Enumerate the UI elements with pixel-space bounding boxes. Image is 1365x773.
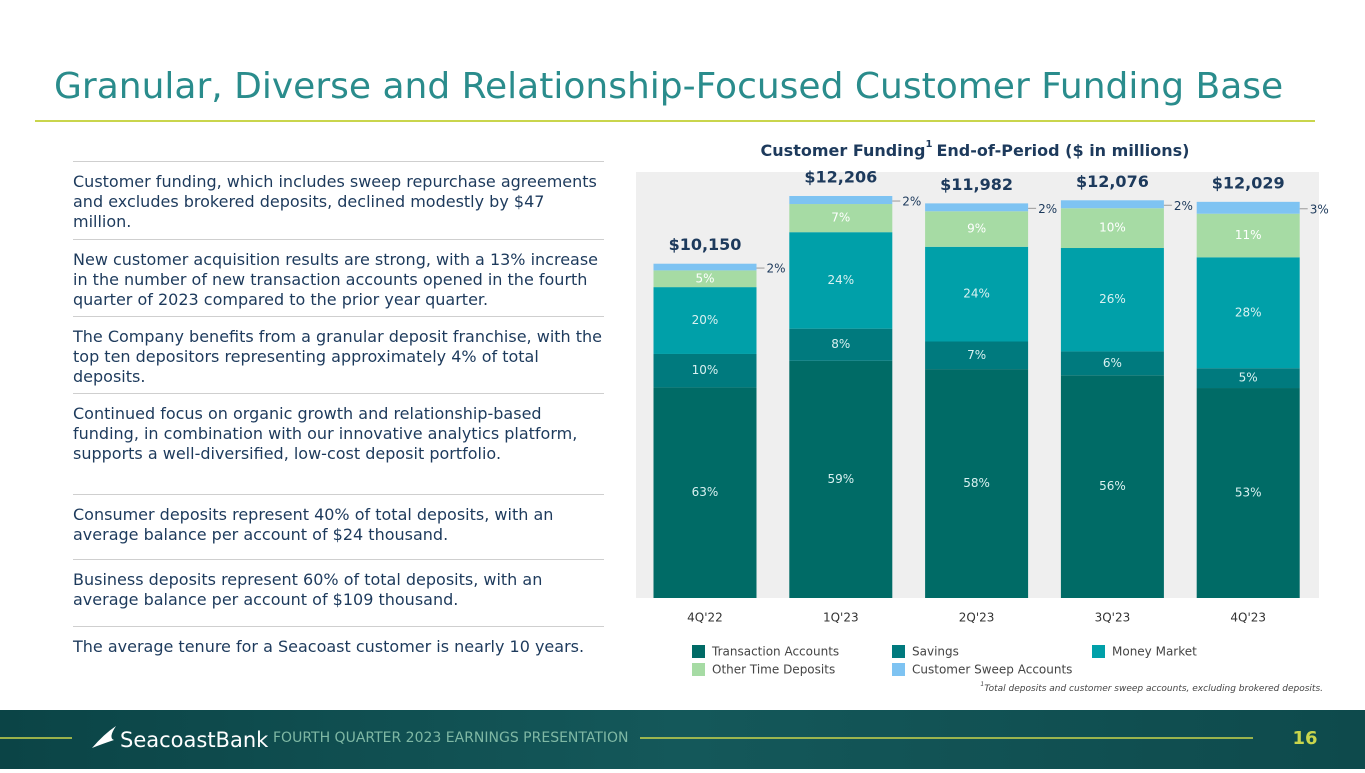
chart-title-text: Customer Funding <box>761 141 926 160</box>
bar-segment <box>789 204 893 233</box>
slide-title: Granular, Diverse and Relationship-Focus… <box>54 66 1284 107</box>
data-label: 11% <box>1235 228 1262 242</box>
x-tick-label: 1Q'23 <box>823 611 859 625</box>
bar-segment <box>653 263 757 271</box>
data-label: 2% <box>1038 202 1057 216</box>
bar-segment <box>1196 257 1300 369</box>
data-label: 10% <box>692 363 719 377</box>
legend-label: Savings <box>912 645 959 659</box>
legend-swatch <box>892 645 905 658</box>
legend-label: Money Market <box>1112 645 1197 659</box>
data-label: 7% <box>831 211 850 225</box>
bullet: The Company benefits from a granular dep… <box>73 316 604 393</box>
bar-segment <box>1196 368 1300 389</box>
data-label: 2% <box>1174 199 1193 213</box>
bar-segment <box>789 196 893 205</box>
bar-segment <box>789 232 893 329</box>
logo: SeacoastBank <box>120 728 269 752</box>
x-tick-label: 4Q'22 <box>687 611 723 625</box>
footer: SeacoastBank FOURTH QUARTER 2023 EARNING… <box>0 710 1365 769</box>
bullet-list: Customer funding, which includes sweep r… <box>73 161 604 686</box>
logo-icon <box>92 726 116 748</box>
bar-segment <box>925 246 1029 342</box>
x-tick-label: 2Q'23 <box>959 611 995 625</box>
bar-segment <box>925 203 1029 212</box>
legend-label: Customer Sweep Accounts <box>912 663 1072 677</box>
bar-segment <box>789 360 893 598</box>
legend-label: Transaction Accounts <box>711 645 839 659</box>
data-label: 24% <box>827 273 854 287</box>
footnote-mark: 1 <box>980 681 984 688</box>
data-label: 20% <box>692 313 719 327</box>
bar-segment <box>1060 248 1164 352</box>
data-label: 28% <box>1235 305 1262 319</box>
bar-segment <box>925 211 1029 247</box>
total-label: $12,206 <box>804 168 877 187</box>
chart-title-end: End-of-Period ($ in millions) <box>936 141 1189 160</box>
chart-title: Customer Funding1 End-of-Period ($ in mil… <box>761 139 1190 160</box>
bar-segment <box>653 287 757 354</box>
bullet: The average tenure for a Seacoast custom… <box>73 626 604 686</box>
legend-swatch <box>692 663 705 676</box>
data-label: 10% <box>1099 221 1126 235</box>
bar-segment <box>925 369 1029 598</box>
bar-segment <box>1060 208 1164 249</box>
data-label: 24% <box>963 287 990 301</box>
data-label: 58% <box>963 476 990 490</box>
bar-segment <box>653 353 757 388</box>
x-tick-label: 4Q'23 <box>1230 611 1266 625</box>
bar-segment <box>1196 388 1300 598</box>
bar-segment <box>1196 201 1300 214</box>
bar-segment <box>925 341 1029 370</box>
data-label: 53% <box>1235 486 1262 500</box>
footnote: 1Total deposits and customer sweep accou… <box>980 681 1323 694</box>
legend-label: Other Time Deposits <box>712 663 835 677</box>
bar-segment <box>1060 351 1164 376</box>
data-label: 8% <box>831 337 850 351</box>
total-label: $11,982 <box>940 175 1013 194</box>
data-label: 26% <box>1099 292 1126 306</box>
bullet: Continued focus on organic growth and re… <box>73 393 604 494</box>
data-label: 6% <box>1103 356 1122 370</box>
total-label: $10,150 <box>669 235 742 254</box>
bar-segment <box>1060 375 1164 598</box>
bar-segment <box>1060 200 1164 209</box>
data-label: 5% <box>695 271 714 285</box>
title-rule <box>35 120 1315 122</box>
data-label: 56% <box>1099 479 1126 493</box>
legend-swatch <box>892 663 905 676</box>
footnote-text: Total deposits and customer sweep accoun… <box>984 684 1323 694</box>
data-label: 3% <box>1310 202 1329 216</box>
footer-graphics: SeacoastBank FOURTH QUARTER 2023 EARNING… <box>0 726 1318 752</box>
total-label: $12,076 <box>1076 172 1149 191</box>
data-label: 7% <box>967 348 986 362</box>
legend-swatch <box>692 645 705 658</box>
data-label: 2% <box>902 195 921 209</box>
bullet: Customer funding, which includes sweep r… <box>73 161 604 239</box>
data-label: 63% <box>692 485 719 499</box>
bullet: New customer acquisition results are str… <box>73 239 604 316</box>
data-label: 9% <box>967 222 986 236</box>
x-tick-label: 3Q'23 <box>1095 611 1131 625</box>
footer-text: FOURTH QUARTER 2023 EARNINGS PRESENTATIO… <box>273 730 629 746</box>
bar-segment <box>789 328 893 361</box>
chart-title-note: 1 <box>926 139 933 150</box>
page-number: 16 <box>1292 728 1317 749</box>
data-label: 5% <box>1239 371 1258 385</box>
bullet: Consumer deposits represent 40% of total… <box>73 494 604 559</box>
bar-segment <box>653 270 757 288</box>
data-label: 2% <box>767 262 786 276</box>
bar-segment <box>653 387 757 598</box>
data-label: 59% <box>827 472 854 486</box>
bar-segment <box>1196 213 1300 258</box>
total-label: $12,029 <box>1212 173 1285 192</box>
legend-swatch <box>1092 645 1105 658</box>
bullet: Business deposits represent 60% of total… <box>73 559 604 626</box>
chart: Customer Funding1 End-of-Period ($ in mil… <box>636 139 1329 694</box>
